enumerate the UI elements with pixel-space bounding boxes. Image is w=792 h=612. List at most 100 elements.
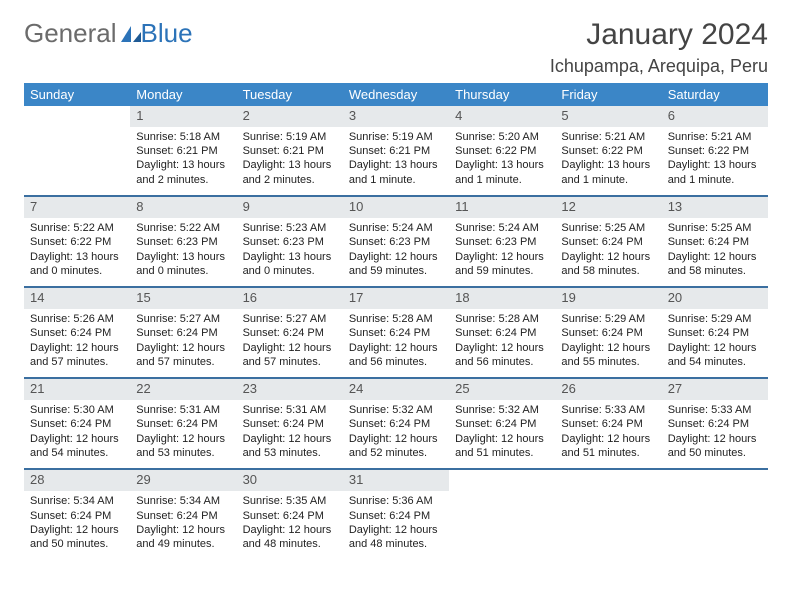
- day-sunrise: Sunrise: 5:21 AM: [561, 130, 655, 144]
- day-sunrise: Sunrise: 5:29 AM: [561, 312, 655, 326]
- calendar-day: 9Sunrise: 5:23 AMSunset: 6:23 PMDaylight…: [237, 196, 343, 287]
- day-number: 14: [24, 288, 130, 309]
- day-number: 19: [555, 288, 661, 309]
- day-sunset: Sunset: 6:24 PM: [668, 235, 762, 249]
- day-sunset: Sunset: 6:23 PM: [349, 235, 443, 249]
- day-daylight2: and 1 minute.: [561, 173, 655, 187]
- day-details: Sunrise: 5:34 AMSunset: 6:24 PMDaylight:…: [130, 491, 236, 559]
- calendar-day: 24Sunrise: 5:32 AMSunset: 6:24 PMDayligh…: [343, 378, 449, 469]
- day-details: Sunrise: 5:32 AMSunset: 6:24 PMDaylight:…: [343, 400, 449, 468]
- calendar-day: 0: [449, 469, 555, 559]
- logo-text-blue: Blue: [141, 18, 193, 49]
- day-daylight1: Daylight: 12 hours: [668, 432, 762, 446]
- day-details: Sunrise: 5:36 AMSunset: 6:24 PMDaylight:…: [343, 491, 449, 559]
- day-daylight2: and 55 minutes.: [561, 355, 655, 369]
- day-daylight2: and 51 minutes.: [561, 446, 655, 460]
- day-details: Sunrise: 5:31 AMSunset: 6:24 PMDaylight:…: [237, 400, 343, 468]
- day-sunset: Sunset: 6:24 PM: [136, 326, 230, 340]
- calendar-day: 0: [555, 469, 661, 559]
- day-daylight2: and 52 minutes.: [349, 446, 443, 460]
- day-daylight2: and 1 minute.: [455, 173, 549, 187]
- day-number: 26: [555, 379, 661, 400]
- day-details: Sunrise: 5:29 AMSunset: 6:24 PMDaylight:…: [555, 309, 661, 377]
- day-sunrise: Sunrise: 5:20 AM: [455, 130, 549, 144]
- day-number: 27: [662, 379, 768, 400]
- day-sunset: Sunset: 6:23 PM: [243, 235, 337, 249]
- day-details: Sunrise: 5:35 AMSunset: 6:24 PMDaylight:…: [237, 491, 343, 559]
- calendar-day: 31Sunrise: 5:36 AMSunset: 6:24 PMDayligh…: [343, 469, 449, 559]
- calendar-day: 19Sunrise: 5:29 AMSunset: 6:24 PMDayligh…: [555, 287, 661, 378]
- day-daylight1: Daylight: 12 hours: [349, 341, 443, 355]
- day-daylight1: Daylight: 12 hours: [349, 250, 443, 264]
- day-daylight1: Daylight: 12 hours: [136, 523, 230, 537]
- calendar-day: 20Sunrise: 5:29 AMSunset: 6:24 PMDayligh…: [662, 287, 768, 378]
- day-sunset: Sunset: 6:21 PM: [349, 144, 443, 158]
- logo: General Blue: [24, 18, 193, 49]
- day-daylight1: Daylight: 12 hours: [561, 250, 655, 264]
- calendar-day: 16Sunrise: 5:27 AMSunset: 6:24 PMDayligh…: [237, 287, 343, 378]
- calendar-day: 11Sunrise: 5:24 AMSunset: 6:23 PMDayligh…: [449, 196, 555, 287]
- day-number: 13: [662, 197, 768, 218]
- calendar-day: 4Sunrise: 5:20 AMSunset: 6:22 PMDaylight…: [449, 106, 555, 196]
- day-daylight1: Daylight: 12 hours: [243, 341, 337, 355]
- day-header-row: SundayMondayTuesdayWednesdayThursdayFrid…: [24, 83, 768, 106]
- day-details: Sunrise: 5:29 AMSunset: 6:24 PMDaylight:…: [662, 309, 768, 377]
- day-sunset: Sunset: 6:24 PM: [30, 509, 124, 523]
- day-number: 17: [343, 288, 449, 309]
- logo-text-general: General: [24, 18, 117, 49]
- day-number: 3: [343, 106, 449, 127]
- day-sunrise: Sunrise: 5:33 AM: [561, 403, 655, 417]
- day-details: Sunrise: 5:27 AMSunset: 6:24 PMDaylight:…: [237, 309, 343, 377]
- day-daylight1: Daylight: 12 hours: [668, 341, 762, 355]
- day-sunrise: Sunrise: 5:27 AM: [136, 312, 230, 326]
- title-block: January 2024 Ichupampa, Arequipa, Peru: [550, 18, 768, 77]
- day-sunset: Sunset: 6:23 PM: [455, 235, 549, 249]
- day-daylight2: and 50 minutes.: [30, 537, 124, 551]
- calendar-day: 1Sunrise: 5:18 AMSunset: 6:21 PMDaylight…: [130, 106, 236, 196]
- day-number: 30: [237, 470, 343, 491]
- day-sunset: Sunset: 6:22 PM: [455, 144, 549, 158]
- day-details: Sunrise: 5:32 AMSunset: 6:24 PMDaylight:…: [449, 400, 555, 468]
- day-details: Sunrise: 5:21 AMSunset: 6:22 PMDaylight:…: [555, 127, 661, 195]
- day-sunset: Sunset: 6:22 PM: [30, 235, 124, 249]
- day-daylight1: Daylight: 12 hours: [668, 250, 762, 264]
- day-daylight2: and 54 minutes.: [668, 355, 762, 369]
- day-details: Sunrise: 5:22 AMSunset: 6:22 PMDaylight:…: [24, 218, 130, 286]
- day-daylight2: and 59 minutes.: [349, 264, 443, 278]
- day-sunrise: Sunrise: 5:26 AM: [30, 312, 124, 326]
- calendar-day: 6Sunrise: 5:21 AMSunset: 6:22 PMDaylight…: [662, 106, 768, 196]
- calendar-day: 26Sunrise: 5:33 AMSunset: 6:24 PMDayligh…: [555, 378, 661, 469]
- day-number: 5: [555, 106, 661, 127]
- calendar-day: 0: [662, 469, 768, 559]
- calendar-day: 27Sunrise: 5:33 AMSunset: 6:24 PMDayligh…: [662, 378, 768, 469]
- calendar-day: 29Sunrise: 5:34 AMSunset: 6:24 PMDayligh…: [130, 469, 236, 559]
- day-sunset: Sunset: 6:24 PM: [561, 326, 655, 340]
- calendar-day: 2Sunrise: 5:19 AMSunset: 6:21 PMDaylight…: [237, 106, 343, 196]
- calendar-day: 21Sunrise: 5:30 AMSunset: 6:24 PMDayligh…: [24, 378, 130, 469]
- day-details: Sunrise: 5:24 AMSunset: 6:23 PMDaylight:…: [449, 218, 555, 286]
- logo-sail-icon: [119, 24, 143, 44]
- day-sunrise: Sunrise: 5:24 AM: [349, 221, 443, 235]
- day-daylight1: Daylight: 12 hours: [455, 432, 549, 446]
- day-number: 12: [555, 197, 661, 218]
- day-daylight1: Daylight: 12 hours: [349, 523, 443, 537]
- day-details: Sunrise: 5:25 AMSunset: 6:24 PMDaylight:…: [555, 218, 661, 286]
- day-daylight2: and 48 minutes.: [349, 537, 443, 551]
- day-number: 23: [237, 379, 343, 400]
- calendar-body: 0 1Sunrise: 5:18 AMSunset: 6:21 PMDayligh…: [24, 106, 768, 559]
- day-daylight1: Daylight: 12 hours: [561, 432, 655, 446]
- day-sunrise: Sunrise: 5:32 AM: [349, 403, 443, 417]
- calendar-day: 14Sunrise: 5:26 AMSunset: 6:24 PMDayligh…: [24, 287, 130, 378]
- calendar-day: 22Sunrise: 5:31 AMSunset: 6:24 PMDayligh…: [130, 378, 236, 469]
- day-daylight1: Daylight: 13 hours: [243, 250, 337, 264]
- day-number: 25: [449, 379, 555, 400]
- day-sunrise: Sunrise: 5:23 AM: [243, 221, 337, 235]
- day-details: Sunrise: 5:28 AMSunset: 6:24 PMDaylight:…: [343, 309, 449, 377]
- day-sunrise: Sunrise: 5:31 AM: [136, 403, 230, 417]
- day-daylight2: and 1 minute.: [349, 173, 443, 187]
- day-daylight2: and 53 minutes.: [136, 446, 230, 460]
- day-number: 24: [343, 379, 449, 400]
- day-sunset: Sunset: 6:24 PM: [668, 326, 762, 340]
- day-daylight1: Daylight: 12 hours: [243, 523, 337, 537]
- day-sunrise: Sunrise: 5:24 AM: [455, 221, 549, 235]
